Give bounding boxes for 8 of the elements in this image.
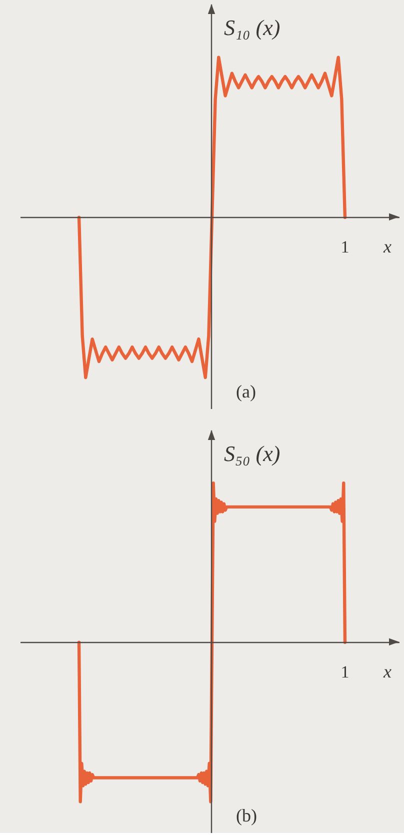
annotation: 1: [340, 237, 350, 256]
x-axis-title: x: [382, 236, 392, 256]
y-axis-title: S₁₀ (x): [224, 15, 280, 40]
x-axis-title: x: [382, 661, 392, 682]
annotation: 1: [340, 662, 350, 682]
text: (b): [236, 806, 257, 826]
y-axis-title: S₅₀ (x): [224, 441, 280, 466]
text: (a): [236, 382, 256, 402]
